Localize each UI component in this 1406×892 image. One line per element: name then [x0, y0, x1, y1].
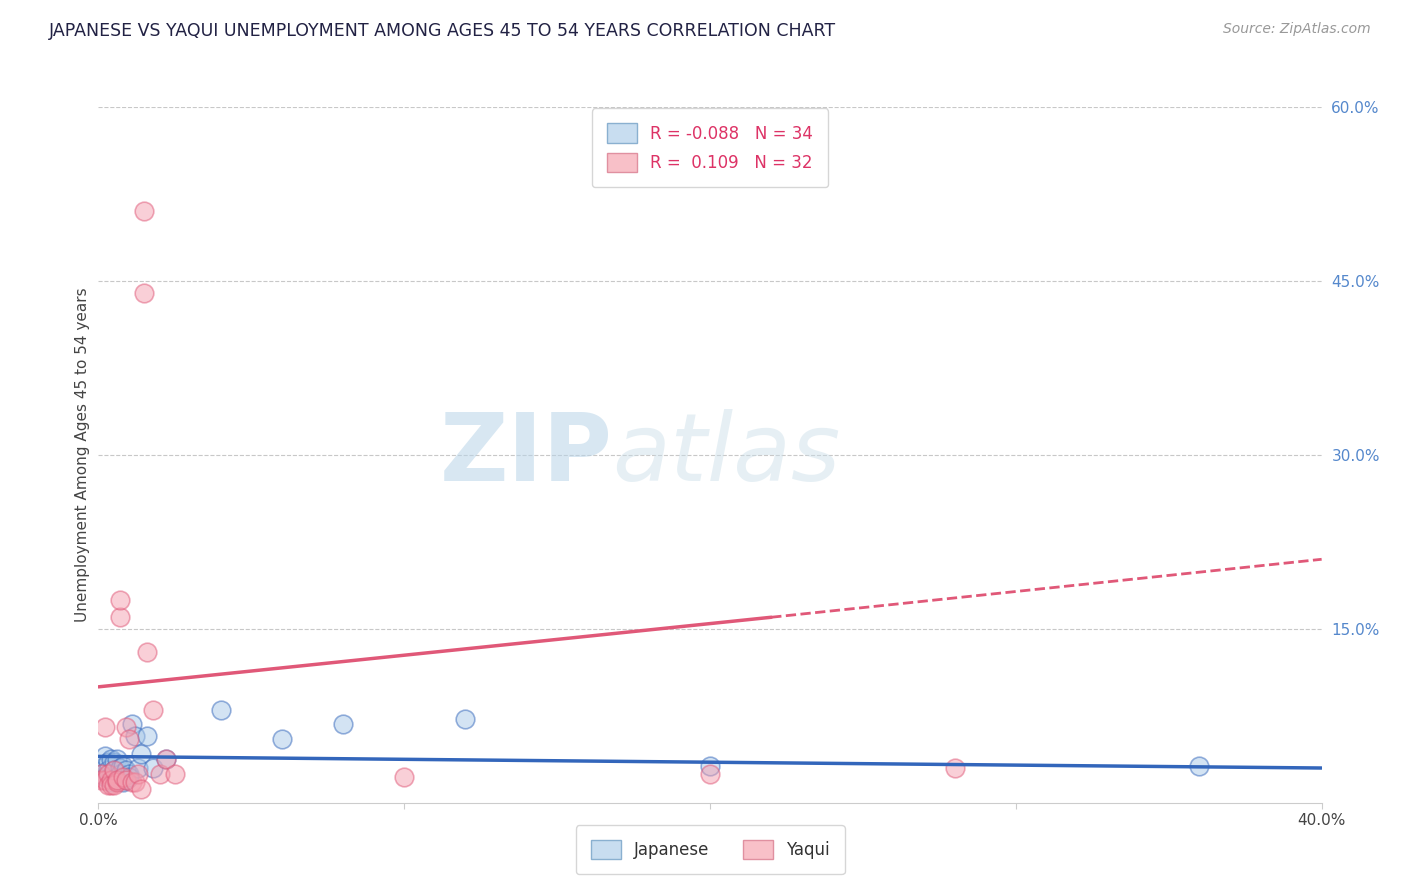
- Point: [699, 766, 721, 781]
- Point: [111, 758, 134, 772]
- Point: [115, 772, 138, 787]
- Point: [163, 766, 186, 781]
- Point: [209, 703, 232, 717]
- Point: [103, 755, 125, 769]
- Text: atlas: atlas: [612, 409, 841, 500]
- Point: [108, 766, 131, 781]
- Point: [90, 761, 112, 775]
- Point: [97, 755, 120, 769]
- Point: [93, 749, 115, 764]
- Point: [93, 772, 115, 787]
- Point: [699, 758, 721, 772]
- Point: [105, 775, 128, 789]
- Point: [103, 764, 125, 778]
- Point: [115, 721, 138, 735]
- Point: [105, 752, 128, 766]
- Point: [270, 731, 292, 746]
- Point: [392, 770, 416, 784]
- Point: [97, 764, 120, 778]
- Point: [127, 766, 149, 781]
- Point: [105, 772, 128, 787]
- Point: [93, 770, 115, 784]
- Point: [108, 592, 131, 607]
- Point: [90, 766, 112, 781]
- Point: [124, 775, 146, 789]
- Point: [155, 752, 177, 766]
- Point: [111, 775, 134, 789]
- Point: [118, 766, 141, 781]
- Point: [332, 717, 354, 731]
- Point: [454, 712, 477, 726]
- Point: [103, 764, 125, 778]
- Point: [136, 645, 159, 659]
- Point: [943, 761, 966, 775]
- Point: [90, 766, 112, 781]
- Point: [134, 285, 156, 300]
- Point: [115, 772, 138, 787]
- Point: [100, 752, 122, 766]
- Point: [100, 778, 122, 792]
- Text: JAPANESE VS YAQUI UNEMPLOYMENT AMONG AGES 45 TO 54 YEARS CORRELATION CHART: JAPANESE VS YAQUI UNEMPLOYMENT AMONG AGE…: [49, 22, 837, 40]
- Legend: Japanese, Yaqui: Japanese, Yaqui: [575, 825, 845, 874]
- Point: [115, 764, 138, 778]
- Point: [108, 761, 131, 775]
- Point: [97, 778, 120, 792]
- Point: [118, 770, 141, 784]
- Point: [100, 772, 122, 787]
- Point: [155, 752, 177, 766]
- Point: [108, 610, 131, 624]
- Point: [100, 775, 122, 789]
- Point: [121, 717, 143, 731]
- Point: [127, 761, 149, 775]
- Point: [149, 766, 172, 781]
- Point: [1188, 758, 1211, 772]
- Point: [103, 778, 125, 792]
- Point: [118, 731, 141, 746]
- Point: [93, 721, 115, 735]
- Point: [124, 729, 146, 743]
- Point: [111, 770, 134, 784]
- Point: [142, 761, 165, 775]
- Point: [100, 769, 122, 783]
- Point: [134, 204, 156, 219]
- Y-axis label: Unemployment Among Ages 45 to 54 years: Unemployment Among Ages 45 to 54 years: [75, 287, 90, 623]
- Point: [142, 703, 165, 717]
- Point: [90, 772, 112, 787]
- Point: [105, 770, 128, 784]
- Point: [97, 766, 120, 781]
- Point: [121, 775, 143, 789]
- Text: ZIP: ZIP: [439, 409, 612, 501]
- Point: [129, 747, 152, 761]
- Text: Source: ZipAtlas.com: Source: ZipAtlas.com: [1223, 22, 1371, 37]
- Point: [136, 729, 159, 743]
- Point: [129, 781, 152, 796]
